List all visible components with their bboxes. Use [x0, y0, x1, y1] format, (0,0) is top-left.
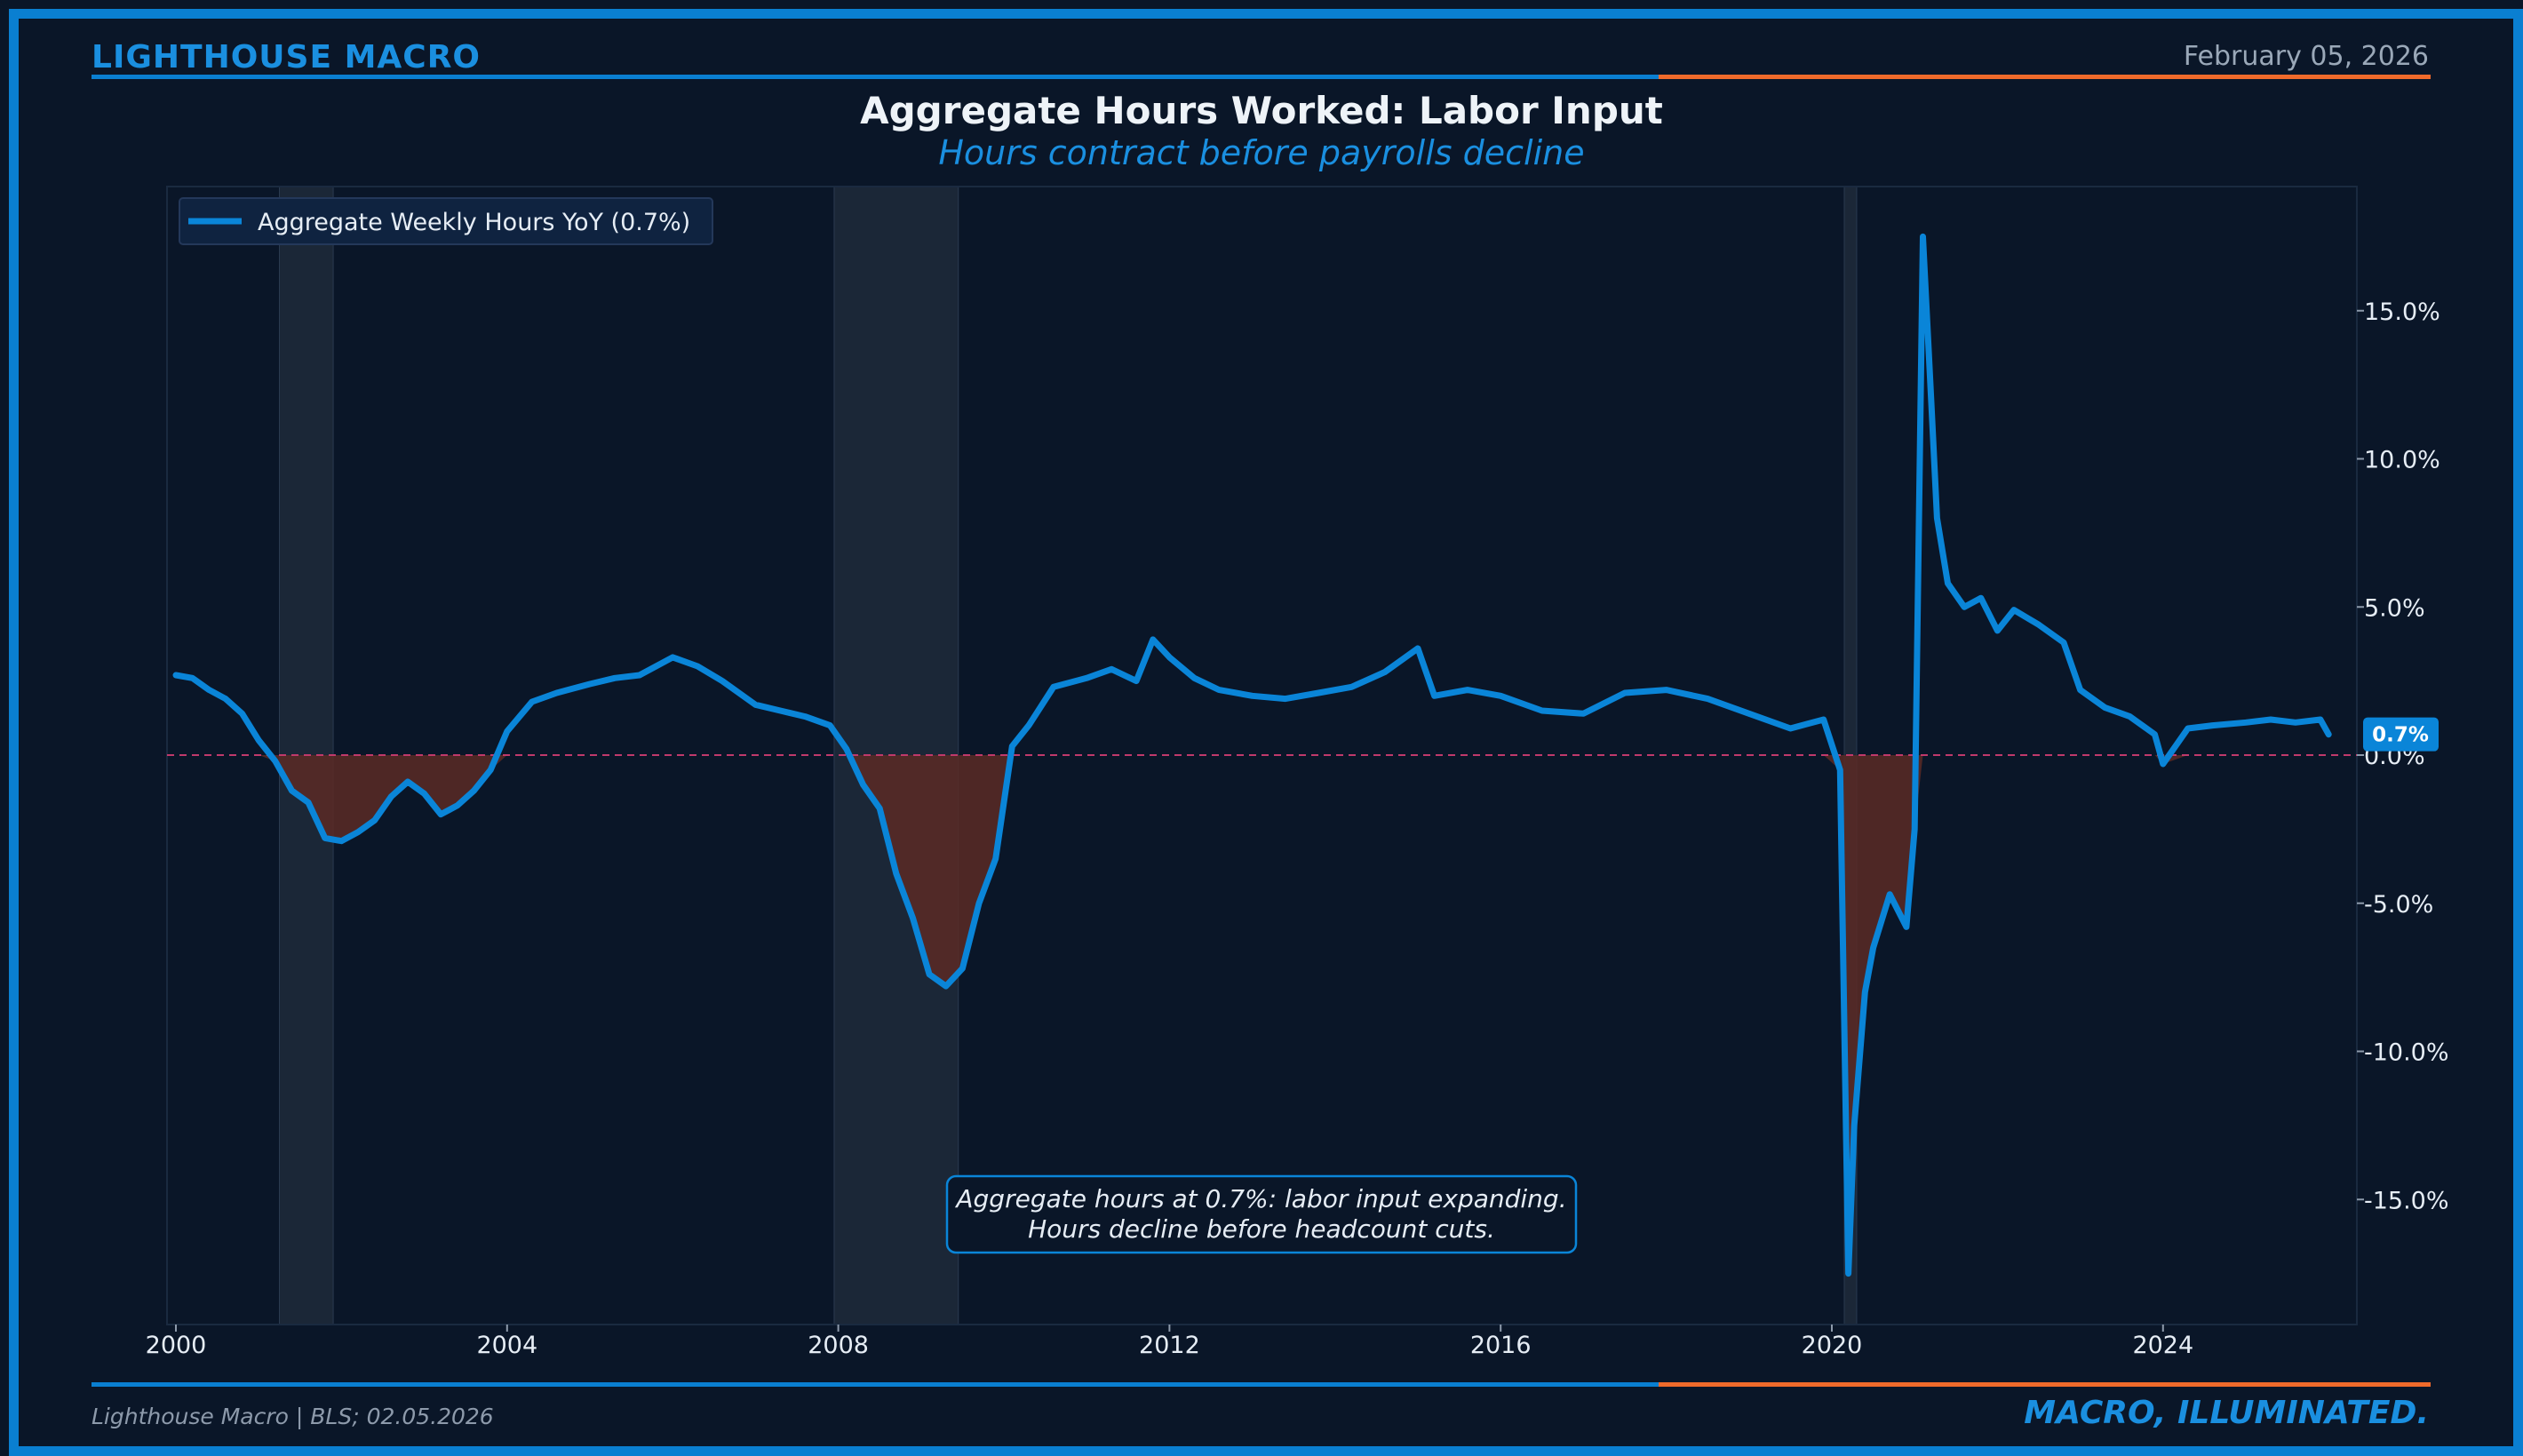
annotation-line-2: Hours decline before headcount cuts.	[1028, 1214, 1495, 1244]
y-tick-label: -5.0%	[2364, 891, 2433, 919]
x-tick-label: 2024	[2132, 1332, 2193, 1359]
tagline: MACRO, ILLUMINATED.	[2024, 1395, 2429, 1431]
y-tick-label: 15.0%	[2364, 298, 2440, 326]
legend-entry: Aggregate Weekly Hours YoY (0.7%)	[258, 209, 690, 236]
annotation-box: Aggregate hours at 0.7%: labor input exp…	[945, 1174, 1578, 1254]
y-tick-label: 10.0%	[2364, 447, 2440, 474]
x-axis-ticks: 2000 2004 2008 2012 2016 2020 2024	[146, 1325, 2193, 1359]
annotation-line-1: Aggregate hours at 0.7%: labor input exp…	[954, 1184, 1566, 1213]
x-tick-label: 2020	[1802, 1332, 1863, 1359]
series-line-aggregate-hours	[172, 233, 2332, 1277]
x-tick-label: 2016	[1470, 1332, 1532, 1359]
y-tick-label: 5.0%	[2364, 594, 2425, 622]
x-tick-label: 2008	[808, 1332, 869, 1359]
last-value-badge: 0.7%	[2363, 717, 2439, 752]
source-note: Lighthouse Macro | BLS; 02.05.2026	[92, 1404, 494, 1429]
x-tick-label: 2012	[1139, 1332, 1200, 1359]
x-tick-label: 2000	[146, 1332, 207, 1359]
y-tick-label: -15.0%	[2364, 1187, 2449, 1214]
header-rule	[92, 75, 2431, 79]
last-value-label: 0.7%	[2372, 724, 2429, 747]
chart-title: Aggregate Hours Worked: Labor Input	[860, 89, 1663, 132]
footer-rule	[92, 1382, 2431, 1387]
y-tick-label: -10.0%	[2364, 1039, 2449, 1067]
legend: Aggregate Weekly Hours YoY (0.7%)	[179, 197, 713, 245]
x-tick-label: 2004	[476, 1332, 537, 1359]
report-date: February 05, 2026	[2183, 41, 2429, 72]
chart-subtitle: Hours contract before payrolls decline	[938, 133, 1585, 172]
brand-title: LIGHTHOUSE MACRO	[92, 39, 482, 76]
y-axis-ticks: 15.0%10.0%5.0%0.0%-5.0%-10.0%-15.0%	[2357, 298, 2449, 1214]
outer-frame	[9, 9, 2523, 1456]
